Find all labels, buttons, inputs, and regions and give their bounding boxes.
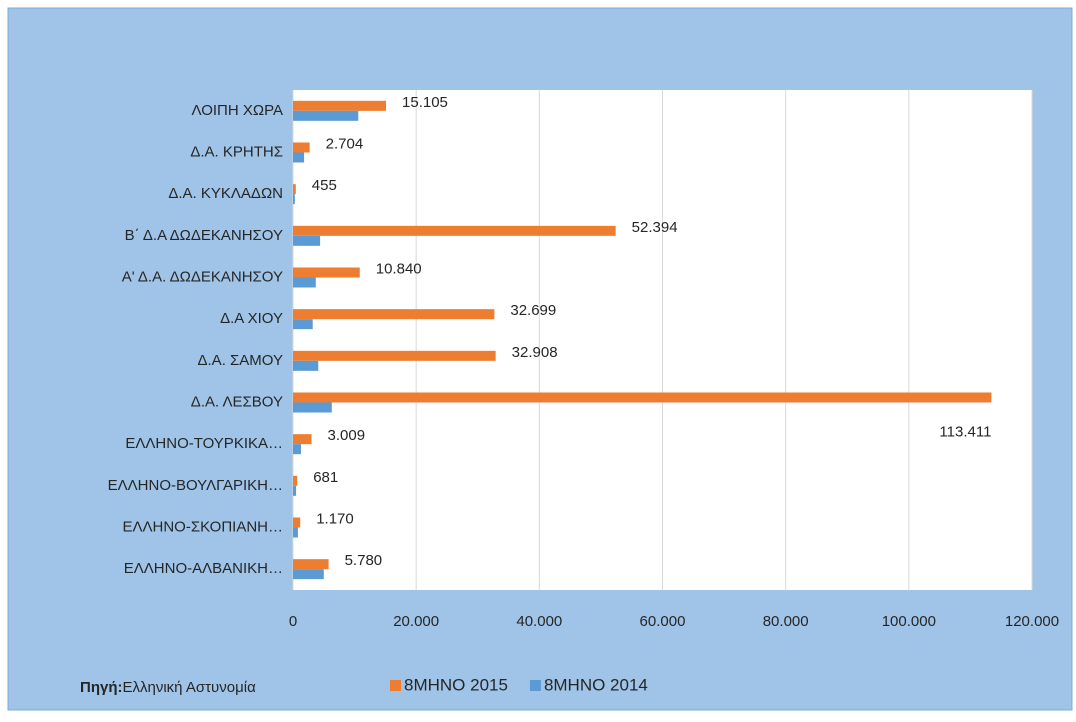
bar [293,319,313,330]
y-tick-label: ΛΟΙΠΗ ΧΩΡΑ [192,102,284,119]
data-label: 5.780 [345,552,383,569]
bar [293,444,302,455]
x-tick-label: 120.000 [1005,613,1059,630]
data-label: 15.105 [402,94,448,111]
data-label: 1.170 [316,510,354,527]
bar [293,527,298,538]
x-tick-label: 100.000 [882,613,936,630]
data-label: 32.699 [510,302,556,319]
y-tick-label: ΕΛΛΗΝΟ-ΣΚΟΠΙΑΝΗ… [122,518,283,535]
data-label: 52.394 [632,219,678,236]
x-tick-label: 0 [289,613,297,630]
bar [293,225,616,236]
y-tick-label: Δ.Α. ΣΑΜΟΥ [198,352,284,369]
bar [293,267,360,278]
x-tick-label: 20.000 [393,613,439,630]
data-label: 681 [313,469,338,486]
bar [293,434,312,445]
bar [293,402,332,413]
y-tick-label: ΕΛΛΗΝΟ-ΑΛΒΑΝΙΚΗ… [124,560,283,577]
x-tick-label: 80.000 [763,613,809,630]
bar [293,569,324,580]
bar [293,152,305,163]
source-text: Ελληνική Αστυνομία [123,679,257,696]
data-label: 10.840 [376,260,422,277]
source: Πηγή:Ελληνική Αστυνομία [80,679,256,696]
legend-swatch [390,680,401,691]
y-tick-label: Δ.Α. ΛΕΣΒΟΥ [191,393,283,410]
bar [293,350,496,361]
source-label: Πηγή: [80,679,123,696]
bar [293,559,329,570]
y-tick-label: Δ.Α. ΚΥΚΛΑΔΩΝ [168,185,283,202]
bar [293,392,992,403]
bar [293,475,298,486]
legend-swatch [529,680,541,691]
bar [293,110,359,121]
legend-label: 8ΜΗΝΟ 2015 [404,675,508,694]
y-tick-label: Δ.Α. ΚΡΗΤΗΣ [190,143,283,160]
data-label: 3.009 [328,427,366,444]
y-tick-label: Β΄ Δ.Α ΔΩΔΕΚΑΝΗΣΟΥ [125,227,283,244]
bar [293,235,321,246]
bar [293,309,495,320]
bar [293,277,316,288]
data-label: 2.704 [326,135,364,152]
data-label: 32.908 [512,344,558,361]
bar [293,194,295,205]
x-tick-label: 60.000 [640,613,686,630]
y-tick-label: ΕΛΛΗΝΟ-ΒΟΥΛΓΑΡΙΚΗ… [108,477,283,494]
bar [293,184,296,195]
bar [293,485,297,496]
bar [293,100,387,111]
data-label: 113.411 [939,423,991,440]
y-tick-label: Α' Δ.Α. ΔΩΔΕΚΑΝΗΣΟΥ [122,268,283,285]
data-label: 455 [312,177,337,194]
legend-label: 8ΜΗΝΟ 2014 [544,675,648,694]
bar [293,142,310,153]
y-tick-label: Δ.Α ΧΙΟΥ [220,310,283,327]
y-tick-label: ΕΛΛΗΝΟ-ΤΟΥΡΚΙΚΑ… [125,435,283,452]
bar [293,360,319,371]
bar [293,517,301,528]
x-tick-label: 40.000 [516,613,562,630]
